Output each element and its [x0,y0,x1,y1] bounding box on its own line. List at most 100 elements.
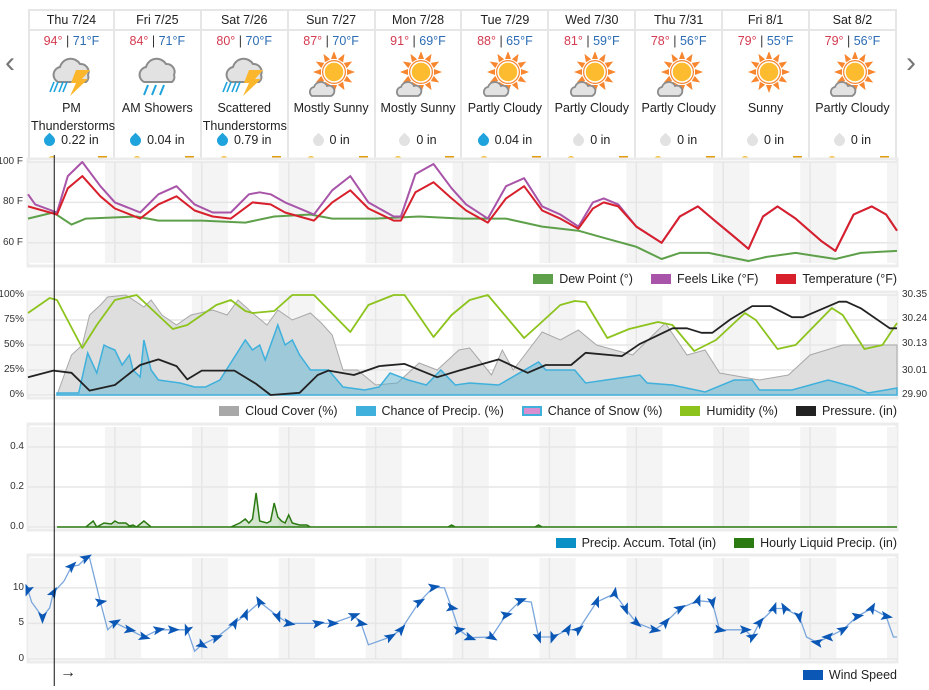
y2-tick-label: 30.01 [902,364,928,376]
partly-sunny-icon [396,52,442,97]
wind-direction-arrow [228,617,238,630]
day-date: Sat 8/2 [810,11,895,31]
day-condition: Partly Cloudy [554,101,629,115]
legend-item[interactable]: Feels Like (°F) [650,272,758,286]
chart-legend: Precip. Accum. Total (in) Hourly Liquid P… [555,536,897,550]
legend-item[interactable]: Chance of Precip. (%) [355,404,504,418]
cloud-cover-series [56,294,898,396]
y-tick-label: 10 [12,581,24,593]
partly-sunny-icon [482,52,529,97]
wind-direction-arrow [781,602,792,616]
night-band [626,558,663,659]
legend-item[interactable]: Dew Point (°) [533,272,633,286]
legend-item[interactable]: Precip. Accum. Total (in) [555,536,716,550]
day-precip: 0.04 in [115,132,200,148]
legend-label: Temperature (°F) [802,272,897,286]
day-temps: 79° | 56°F [824,34,881,48]
precip-amount: 0.04 in [494,133,533,147]
legend-swatch [533,274,554,284]
high-temp: 87° [303,34,323,48]
wind-direction-arrow [851,612,865,622]
day-card[interactable]: Mon 7/28 91° | 69°F Mostly Sunny 0 in [375,11,463,163]
y-tick-label: 0 [18,653,24,664]
wind-direction-arrow [394,624,406,637]
legend-item[interactable]: Cloud Cover (%) [219,404,338,418]
previous-days-button[interactable]: ‹ [5,48,15,78]
high-temp: 79° [737,34,757,48]
day-precip: 0 in [810,132,895,148]
legend-swatch [219,406,240,416]
legend-swatch [555,538,576,548]
night-band [28,558,55,659]
wind-direction-arrow [327,618,340,628]
partly-sunny-icon [830,52,877,97]
day-condition: PM Thunderstorms [31,101,116,133]
low-temp: 70°F [332,34,359,48]
wind-direction-arrow [550,630,559,644]
night-band [452,427,489,527]
legend-item[interactable]: Humidity (%) [680,404,778,418]
y-tick-label: 5 [18,617,24,629]
low-temp: 69°F [419,34,446,48]
wind-direction-arrow [619,602,628,616]
legend-label: Dew Point (°) [559,272,633,286]
day-card[interactable]: Fri 8/1 79° | 55°F Sunny 0 in [723,11,811,163]
precip-amount: 0 in [590,133,611,147]
wind-direction-arrow [793,610,803,624]
wind-direction-arrow [383,633,397,644]
day-card[interactable]: Sun 7/27 87° | 70°F Mostly Sunny 0 in [288,11,376,163]
wind-direction-arrow [571,625,584,637]
now-marker-arrow: → [60,664,76,681]
day-temps: 84° | 71°F [129,34,186,48]
day-card[interactable]: Thu 7/24 94° | 71°F PM Thunderstorms 0.2… [28,11,115,163]
legend-item[interactable]: Temperature (°F) [776,272,897,286]
legend-item[interactable]: Wind Speed [802,668,897,682]
low-temp: 70°F [245,34,273,48]
wind-direction-arrow [484,630,498,641]
partly-sunny-icon [309,52,356,97]
legend-item[interactable]: Pressure. (in) [795,404,897,418]
day-card[interactable]: Fri 7/25 84° | 71°F AM Showers 0.04 in [114,11,202,163]
day-date: Sun 7/27 [288,11,374,31]
high-temp: 91° [390,34,410,48]
day-precip: 0.79 in [202,132,287,148]
high-temp: 79° [824,34,844,48]
wind-direction-arrow [561,623,571,637]
y2-tick-label: 30.35 [902,289,928,300]
y-tick-label: 80 F [2,196,23,208]
high-temp: 80° [216,34,236,48]
legend-item[interactable]: Hourly Liquid Precip. (in) [734,536,897,550]
day-temps: 94° | 71°F [43,34,100,48]
chart-legend: Wind Speed [802,668,897,682]
low-temp: 56°F [853,34,881,48]
day-temps: 78° | 56°F [650,34,707,48]
night-band [713,162,750,263]
wind-direction-arrow [412,598,426,609]
night-band [191,558,229,659]
temperature-f-series [27,175,898,252]
precip-amount: 0 in [763,133,785,147]
night-band [278,427,315,527]
wind-direction-arrow [195,638,208,649]
wind-direction-arrow [691,594,701,607]
day-card[interactable]: Tue 7/29 88° | 65°F Partly Cloudy 0.04 i… [462,11,550,163]
wind-direction-arrow [590,595,600,609]
wind-direction-arrow [629,616,642,628]
wind-direction-arrow [821,632,834,642]
partly-sunny-icon [656,52,703,97]
wind-direction-arrow [648,624,662,634]
next-days-button[interactable]: › [906,48,916,78]
night-band [800,427,837,527]
wind-direction-arrow [137,631,151,641]
day-temps: 91° | 69°F [390,34,446,48]
daily-forecast-strip: Thu 7/24 94° | 71°F PM Thunderstorms 0.2… [28,9,897,163]
low-temp: 71°F [72,34,100,48]
y-tick-label: 100 F [0,156,23,167]
high-temp: 94° [43,34,63,48]
day-temps: 88° | 65°F [477,34,533,48]
day-condition: Partly Cloudy [815,101,890,115]
wind-direction-arrow [609,586,619,600]
day-card[interactable]: Sat 8/2 79° | 56°F Partly Cloudy 0 in [810,11,897,163]
legend-item[interactable]: Chance of Snow (%) [521,404,662,418]
day-card[interactable]: Sat 7/26 80° | 70°F Scattered Thundersto… [201,11,289,163]
